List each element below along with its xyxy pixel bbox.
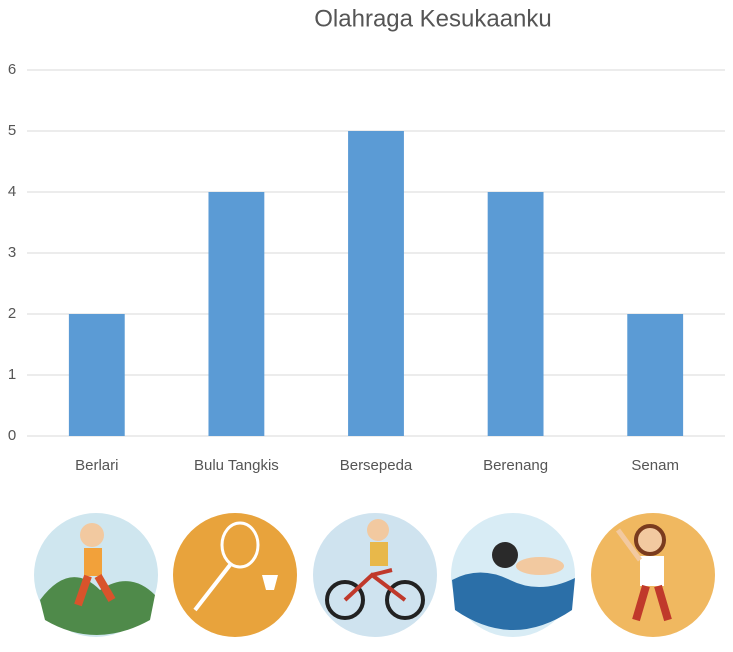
y-tick-label: 3 bbox=[8, 244, 16, 261]
running-illustration bbox=[34, 513, 158, 637]
cycling-illustration bbox=[313, 513, 437, 637]
x-tick-label: Bersepeda bbox=[340, 457, 413, 474]
illustrations bbox=[34, 513, 715, 637]
chart-title: Olahraga Kesukaanku bbox=[314, 5, 552, 32]
bar bbox=[487, 192, 544, 436]
y-tick-label: 6 bbox=[8, 61, 16, 78]
bar bbox=[627, 314, 684, 436]
swimming-illustration bbox=[451, 513, 575, 637]
y-tick-label: 5 bbox=[8, 122, 16, 139]
badminton-illustration bbox=[173, 513, 297, 637]
y-tick-label: 2 bbox=[8, 305, 16, 322]
x-tick-label: Berenang bbox=[483, 457, 548, 474]
bar bbox=[68, 314, 125, 436]
y-tick-label: 1 bbox=[8, 366, 16, 383]
x-tick-label: Berlari bbox=[75, 457, 118, 474]
y-tick-label: 0 bbox=[8, 427, 16, 444]
bar bbox=[348, 131, 404, 436]
x-tick-label: Senam bbox=[631, 457, 679, 474]
y-tick-label: 4 bbox=[8, 183, 16, 200]
gymnastics-illustration bbox=[591, 513, 715, 637]
bar bbox=[208, 192, 265, 436]
x-tick-label: Bulu Tangkis bbox=[194, 457, 279, 474]
